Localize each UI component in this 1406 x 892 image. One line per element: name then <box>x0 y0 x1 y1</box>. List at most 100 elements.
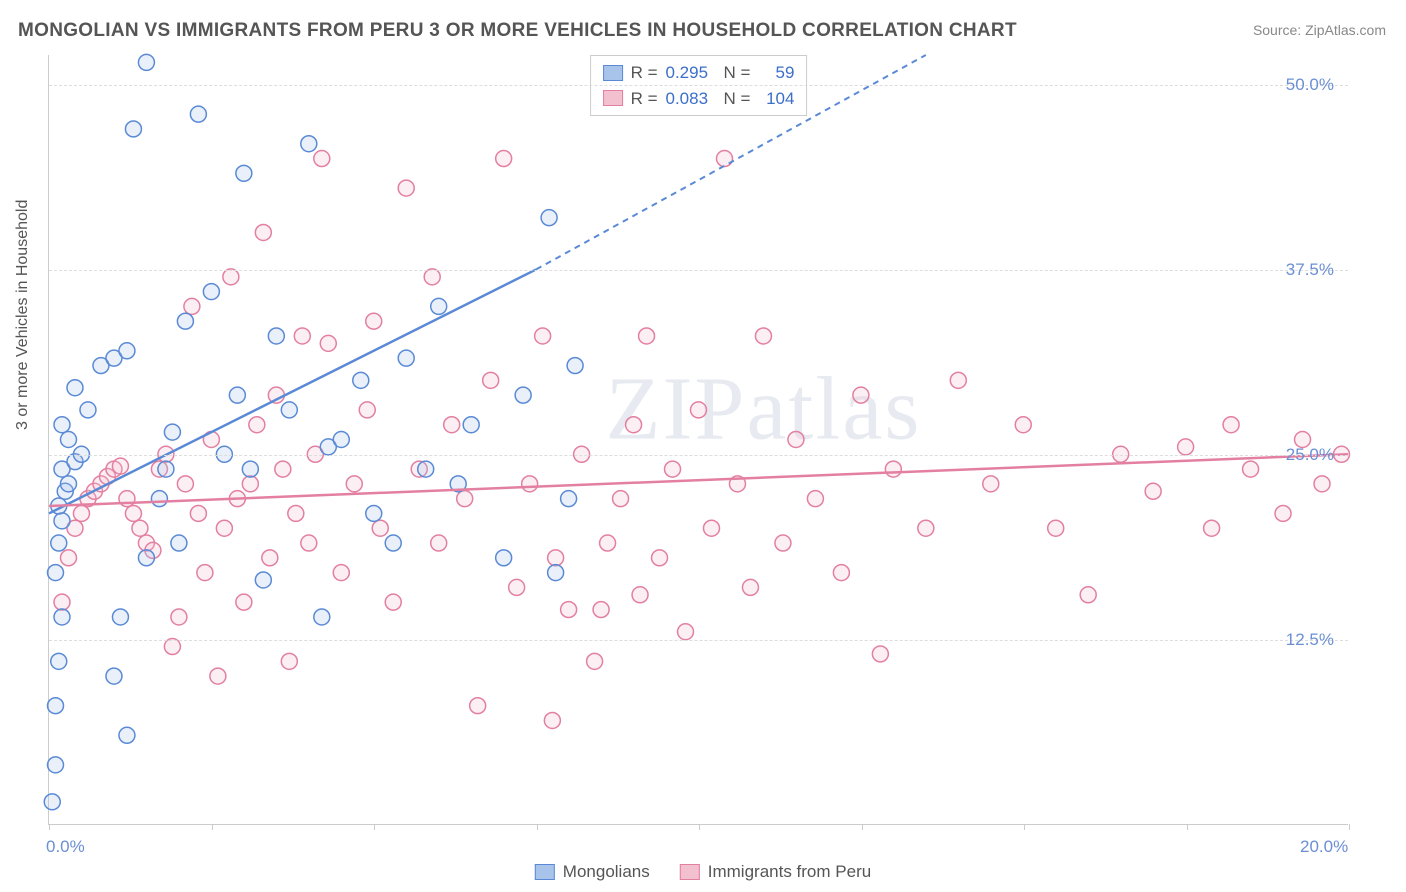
data-point <box>872 646 888 662</box>
data-point <box>424 269 440 285</box>
r-prefix: R = <box>631 86 658 112</box>
data-point <box>171 609 187 625</box>
x-tick-label: 20.0% <box>1300 837 1348 857</box>
data-point <box>281 402 297 418</box>
data-point <box>190 505 206 521</box>
data-point <box>54 594 70 610</box>
data-point <box>600 535 616 551</box>
swatch-peru-icon <box>680 864 700 880</box>
data-point <box>544 712 560 728</box>
data-point <box>755 328 771 344</box>
data-point <box>652 550 668 566</box>
data-point <box>1145 483 1161 499</box>
legend-item-mongolians: Mongolians <box>535 862 650 882</box>
data-point <box>775 535 791 551</box>
data-point <box>716 151 732 167</box>
data-point <box>242 461 258 477</box>
plot-svg <box>49 55 1348 824</box>
data-point <box>281 653 297 669</box>
source-attribution: Source: ZipAtlas.com <box>1253 22 1386 38</box>
data-point <box>288 505 304 521</box>
data-point <box>51 653 67 669</box>
data-point <box>561 602 577 618</box>
data-point <box>918 520 934 536</box>
data-point <box>44 794 60 810</box>
data-point <box>515 387 531 403</box>
gridline-h <box>49 270 1348 271</box>
data-point <box>125 505 141 521</box>
gridline-h <box>49 455 1348 456</box>
data-point <box>223 269 239 285</box>
data-point <box>385 594 401 610</box>
data-point <box>60 432 76 448</box>
data-point <box>639 328 655 344</box>
data-point <box>112 609 128 625</box>
data-point <box>788 432 804 448</box>
data-point <box>158 461 174 477</box>
data-point <box>346 476 362 492</box>
n-value-mongolians: 59 <box>758 60 794 86</box>
data-point <box>119 727 135 743</box>
data-point <box>678 624 694 640</box>
data-point <box>54 609 70 625</box>
data-point <box>691 402 707 418</box>
legend-row-peru: R = 0.083 N = 104 <box>603 86 795 112</box>
data-point <box>431 535 447 551</box>
x-tick-label: 0.0% <box>46 837 85 857</box>
data-point <box>385 535 401 551</box>
y-tick-label: 50.0% <box>1286 75 1334 95</box>
x-tick <box>699 824 700 830</box>
gridline-h <box>49 85 1348 86</box>
data-point <box>1204 520 1220 536</box>
data-point <box>1314 476 1330 492</box>
data-point <box>522 476 538 492</box>
n-prefix: N = <box>724 86 751 112</box>
data-point <box>229 387 245 403</box>
data-point <box>457 491 473 507</box>
data-point <box>1178 439 1194 455</box>
data-point <box>203 284 219 300</box>
x-tick <box>1024 824 1025 830</box>
legend-label-peru: Immigrants from Peru <box>708 862 871 882</box>
source-link[interactable]: ZipAtlas.com <box>1305 22 1386 38</box>
data-point <box>665 461 681 477</box>
data-point <box>483 372 499 388</box>
data-point <box>444 417 460 433</box>
data-point <box>236 594 252 610</box>
data-point <box>1243 461 1259 477</box>
x-tick <box>862 824 863 830</box>
data-point <box>54 513 70 529</box>
data-point <box>593 602 609 618</box>
source-label: Source: <box>1253 22 1301 38</box>
data-point <box>983 476 999 492</box>
data-point <box>431 298 447 314</box>
data-point <box>885 461 901 477</box>
data-point <box>301 136 317 152</box>
data-point <box>48 698 64 714</box>
data-point <box>197 565 213 581</box>
data-point <box>184 298 200 314</box>
data-point <box>67 380 83 396</box>
data-point <box>60 476 76 492</box>
data-point <box>314 151 330 167</box>
data-point <box>626 417 642 433</box>
data-point <box>632 587 648 603</box>
legend-label-mongolians: Mongolians <box>563 862 650 882</box>
data-point <box>255 224 271 240</box>
data-point <box>587 653 603 669</box>
data-point <box>1015 417 1031 433</box>
data-point <box>398 180 414 196</box>
data-point <box>807 491 823 507</box>
swatch-mongolians-icon <box>535 864 555 880</box>
data-point <box>119 343 135 359</box>
r-prefix: R = <box>631 60 658 86</box>
data-point <box>80 402 96 418</box>
legend-row-mongolians: R = 0.295 N = 59 <box>603 60 795 86</box>
data-point <box>1080 587 1096 603</box>
data-point <box>60 550 76 566</box>
x-tick <box>49 824 50 830</box>
data-point <box>268 328 284 344</box>
data-point <box>262 550 278 566</box>
data-point <box>294 328 310 344</box>
y-axis-label: 3 or more Vehicles in Household <box>14 200 32 430</box>
